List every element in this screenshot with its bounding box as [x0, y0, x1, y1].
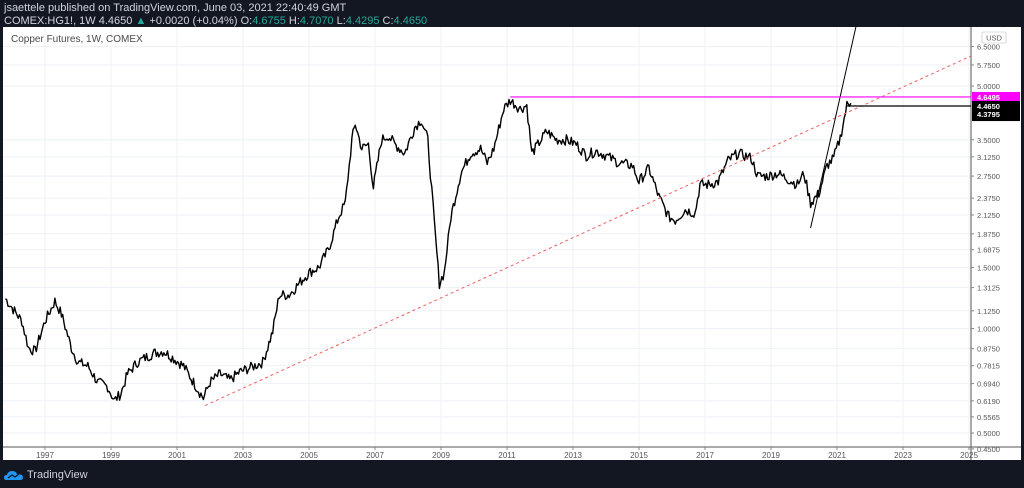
time-tick-label: 2017 — [696, 451, 714, 460]
high-value: 4.7070 — [299, 15, 334, 27]
time-tick-label: 2005 — [300, 451, 318, 460]
time-tick-label: 2023 — [894, 451, 912, 460]
time-tick-label: 1997 — [36, 451, 54, 460]
symbol-ohlc-line: COMEX:HG1!, 1W 4.4650 ▲ +0.0020 (+0.04%)… — [4, 15, 427, 27]
tradingview-brand[interactable]: TradingView — [4, 469, 88, 481]
high-label: H: — [288, 15, 300, 27]
time-tick-label: 2009 — [432, 451, 450, 460]
time-tick-label: 2001 — [168, 451, 186, 460]
currency-label: USD — [986, 34, 1002, 43]
time-tick-label: 1999 — [102, 451, 120, 460]
time-tick-label: 2007 — [366, 451, 384, 460]
price-tick-label: 3.5000 — [977, 136, 1000, 145]
price-tick-label: 1.6875 — [977, 246, 1000, 255]
price-tick-label: 0.8750 — [977, 345, 1000, 354]
price-tick-label: 0.6190 — [977, 397, 1000, 406]
time-tick-label: 2011 — [498, 451, 516, 460]
symbol: COMEX:HG1!, 1W — [4, 15, 96, 27]
price-tick-label: 1.8750 — [977, 230, 1000, 239]
price-tick-label: 0.6940 — [977, 380, 1000, 389]
change: +0.0020 (+0.04%) — [149, 15, 238, 27]
time-tick-label: 2013 — [564, 451, 582, 460]
price-tick-label: 1.3125 — [977, 284, 1000, 293]
price-tick-label: 0.7815 — [977, 362, 1000, 371]
price-chart[interactable]: 1997 1999 2001 2003 2005 2007 2009 2011 2013 2015… — [3, 27, 1021, 460]
price-tick-label: 2.3750 — [977, 194, 1000, 203]
price-tick-label: 3.1250 — [977, 153, 1000, 162]
tradingview-cloud-icon — [4, 471, 23, 480]
price-tick-label: 6.5000 — [977, 42, 1000, 51]
price-tick-label: 1.5000 — [977, 263, 1000, 272]
low-value: 4.4295 — [345, 15, 380, 27]
close-label: C: — [382, 15, 394, 27]
up-arrow-icon: ▲ — [135, 15, 147, 27]
open-label: O: — [240, 15, 253, 27]
brand-label: TradingView — [27, 469, 88, 481]
time-tick-label: 2021 — [828, 451, 846, 460]
time-tick-label: 2025 — [960, 451, 978, 460]
magenta-price-label — [972, 91, 1020, 103]
solid-trendline[interactable] — [810, 27, 857, 229]
price-tick-label: 5.0000 — [977, 82, 1000, 91]
price-tick-label: 2.1250 — [977, 211, 1000, 220]
time-tick-label: 2003 — [234, 451, 252, 460]
dashed-trendline[interactable] — [204, 42, 1002, 406]
last-price: 4.4650 — [98, 15, 133, 27]
svg-text:4.4650: 4.4650 — [977, 102, 1000, 111]
price-tick-label: 5.7500 — [977, 61, 1000, 70]
price-tick-label: 0.4500 — [977, 445, 1000, 454]
price-series — [4, 98, 852, 401]
svg-text:4.3795: 4.3795 — [977, 110, 1000, 119]
price-tick-label: 1.1250 — [977, 307, 1000, 316]
black-price-label — [972, 108, 1020, 120]
open-value: 4.6755 — [252, 15, 286, 27]
time-tick-label: 2015 — [630, 451, 648, 460]
price-tick-label: 1.0000 — [977, 325, 1000, 334]
time-tick-label: 2019 — [762, 451, 780, 460]
close-value: 4.4650 — [393, 15, 428, 27]
low-label: L: — [336, 15, 346, 27]
price-tick-label: 0.5565 — [977, 413, 1000, 422]
price-tick-label: 2.7500 — [977, 172, 1000, 181]
chart-legend: Copper Futures, 1W, COMEX — [11, 34, 143, 45]
price-tick-label: 0.5000 — [977, 429, 1000, 438]
svg-text:4.6495: 4.6495 — [977, 93, 1000, 102]
chart-frame[interactable]: 1997 1999 2001 2003 2005 2007 2009 2011 2013 2015… — [3, 27, 1021, 460]
publisher-line: jsaettele published on TradingView.com, … — [4, 2, 347, 14]
